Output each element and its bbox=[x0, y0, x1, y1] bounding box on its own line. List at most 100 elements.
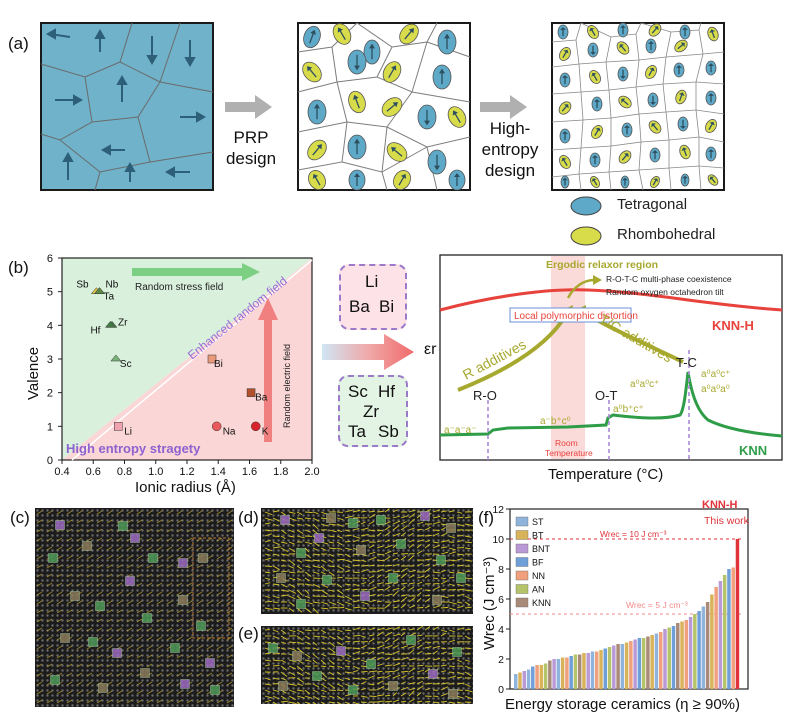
polarization-vector bbox=[320, 659, 327, 665]
polarization-vector bbox=[304, 559, 313, 562]
polarization-vector bbox=[376, 574, 382, 579]
polarization-vector bbox=[344, 629, 352, 632]
dopant-atom bbox=[142, 613, 152, 623]
polarization-vector bbox=[288, 547, 296, 553]
polarization-vector bbox=[464, 695, 472, 700]
polarization-vector bbox=[264, 547, 273, 552]
polarization-vector bbox=[416, 626, 424, 631]
panel-label-d: (d) bbox=[238, 508, 259, 527]
polarization-vector bbox=[408, 555, 414, 561]
polarization-vector bbox=[416, 543, 422, 549]
dopant-atom bbox=[436, 555, 446, 565]
polarization-vector bbox=[336, 695, 344, 701]
bar-st bbox=[514, 674, 518, 689]
bar-knn bbox=[548, 660, 552, 689]
dopant-atom bbox=[196, 621, 206, 631]
polarization-vector bbox=[392, 606, 399, 609]
polarization-vector bbox=[320, 635, 328, 639]
polarization-arrowhead bbox=[651, 123, 656, 128]
polarization-vector bbox=[376, 676, 385, 679]
polarization-vector bbox=[312, 583, 321, 588]
tetragonal-grain bbox=[307, 99, 327, 125]
polarization-arrowhead bbox=[564, 104, 569, 109]
polarization-arrow bbox=[312, 145, 321, 156]
legend-swatch-nn bbox=[515, 570, 529, 581]
polarization-vector bbox=[440, 606, 449, 609]
polarization-vector bbox=[272, 541, 280, 546]
polarization-vector bbox=[448, 657, 455, 661]
rhombohedral-grain bbox=[674, 39, 688, 53]
polarization-arrowhead bbox=[622, 177, 628, 181]
polarization-vector bbox=[296, 529, 304, 535]
x-tick-label: 1.0 bbox=[148, 466, 163, 478]
x-tick-label: 2.0 bbox=[304, 466, 319, 478]
polarization-vector bbox=[264, 652, 272, 655]
polarization-arrowhead bbox=[650, 102, 656, 105]
atomic-polarization-map-c bbox=[35, 508, 234, 707]
dopant-atom bbox=[388, 573, 398, 583]
polarization-vector bbox=[336, 535, 344, 539]
polarization-vector bbox=[368, 634, 375, 637]
polarization-vector bbox=[384, 637, 391, 643]
polarization-vector bbox=[288, 695, 296, 701]
polarization-vector bbox=[360, 510, 367, 513]
polarization-vector bbox=[272, 553, 280, 556]
dopant-atom bbox=[50, 675, 60, 685]
bar-bnt bbox=[522, 671, 526, 689]
polarization-vector bbox=[400, 567, 408, 573]
element-label-hf: Hf bbox=[90, 325, 100, 336]
polarization-vector bbox=[280, 529, 287, 534]
bar-nn bbox=[714, 587, 718, 689]
polarization-arrowhead bbox=[454, 173, 460, 177]
o-t-transition-label: O-T bbox=[595, 388, 617, 403]
polarization-arrowhead bbox=[353, 94, 359, 100]
polarization-vector bbox=[408, 667, 416, 673]
polarization-vector bbox=[280, 511, 286, 516]
rhombohedral-grain bbox=[650, 176, 660, 188]
polarization-arrowhead bbox=[681, 147, 688, 152]
polarization-vector bbox=[416, 700, 423, 703]
bar-nn bbox=[731, 567, 735, 689]
element-marker-ba bbox=[246, 388, 256, 397]
polarization-vector bbox=[376, 656, 383, 661]
rhombohedral-grain bbox=[707, 26, 719, 42]
bar-knn bbox=[577, 654, 582, 689]
rhombohedral-grain bbox=[399, 23, 419, 45]
polarization-arrowhead bbox=[676, 65, 682, 68]
element-label-sb: Sb bbox=[76, 280, 89, 291]
polarization-vector bbox=[328, 641, 336, 648]
polarization-arrow bbox=[404, 29, 413, 40]
y-tick-label: 8 bbox=[498, 564, 504, 576]
polarization-arrow bbox=[392, 148, 403, 157]
polarization-vector bbox=[272, 570, 279, 573]
polarization-vector bbox=[408, 645, 416, 649]
bar-bt bbox=[710, 594, 714, 689]
polarization-vector bbox=[320, 689, 327, 693]
rhombohedral-grain bbox=[589, 70, 601, 84]
polarization-vector bbox=[456, 605, 464, 609]
polarization-vector bbox=[264, 511, 273, 516]
bar-bf bbox=[727, 569, 731, 689]
polarization-vector bbox=[312, 701, 317, 704]
polarization-vector bbox=[392, 509, 398, 513]
polarization-arrow bbox=[354, 97, 360, 109]
polarization-vector bbox=[392, 563, 400, 567]
valence-axis-title: Valence bbox=[25, 347, 42, 400]
polarization-vector bbox=[432, 509, 441, 513]
polarization-arrowhead bbox=[652, 150, 658, 153]
polarization-vector bbox=[296, 629, 304, 634]
y-tick-label: 4 bbox=[498, 624, 504, 636]
bar-st bbox=[620, 644, 625, 689]
polarization-vector bbox=[400, 572, 408, 579]
polarization-vector bbox=[296, 565, 303, 570]
polarization-vector bbox=[296, 665, 304, 672]
dopant-atom bbox=[95, 601, 105, 611]
polarization-vector bbox=[304, 701, 311, 704]
polarization-vector bbox=[440, 577, 447, 579]
rhombohedral-grain bbox=[618, 150, 632, 164]
polarization-arrowhead bbox=[624, 125, 630, 128]
polarization-vector bbox=[464, 535, 472, 538]
random-electric-field-label: Random electric field bbox=[282, 344, 292, 428]
x-tick-label: 0.8 bbox=[117, 466, 132, 478]
polarization-vector bbox=[456, 588, 465, 591]
